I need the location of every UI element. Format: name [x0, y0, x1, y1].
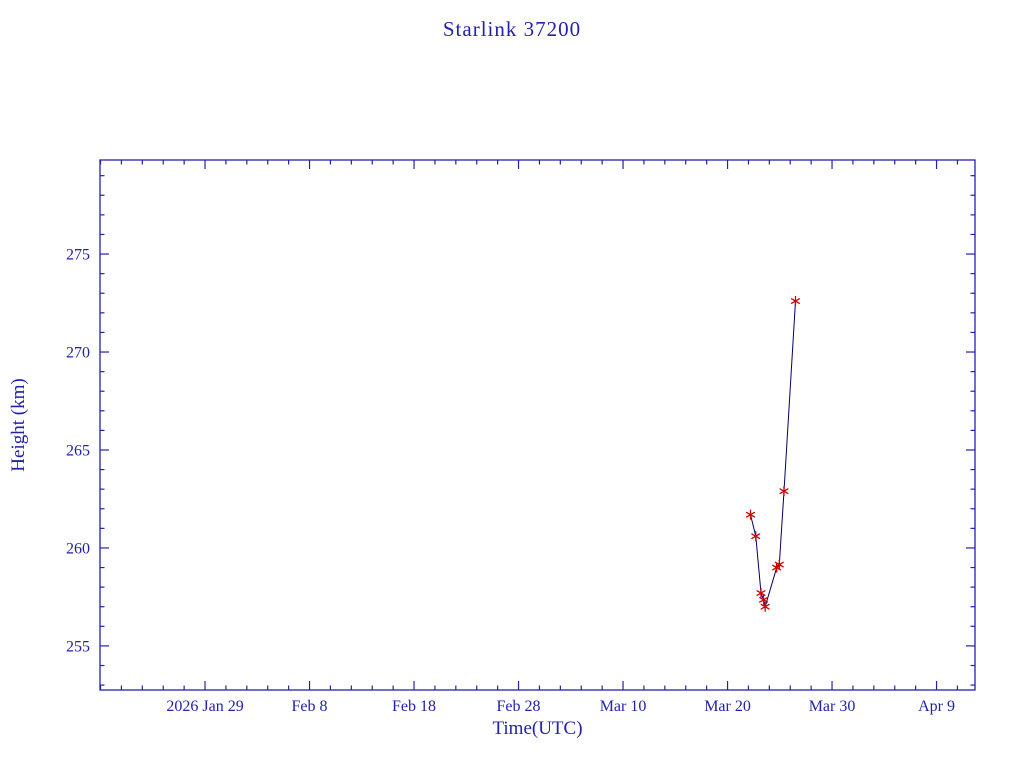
- data-point-marker: [779, 488, 789, 495]
- y-tick-label: 275: [66, 247, 90, 264]
- x-tick-label: Mar 20: [704, 698, 751, 715]
- plot-frame: [99, 159, 976, 691]
- data-point-marker: [751, 533, 761, 540]
- chart-title: Starlink 37200: [442, 17, 582, 41]
- data-point-marker: [774, 561, 784, 568]
- x-tick-label: Apr 9: [918, 698, 955, 715]
- data-point-marker: [790, 298, 801, 304]
- y-tick-label: 260: [66, 540, 90, 557]
- y-tick-label: 255: [66, 638, 90, 655]
- y-tick-label: 265: [66, 442, 90, 459]
- x-tick-label: Feb 8: [292, 698, 328, 715]
- x-tick-label: Feb 28: [497, 698, 541, 715]
- x-tick-label: Mar 10: [600, 698, 647, 715]
- x-tick-label: Feb 18: [392, 698, 436, 715]
- data-point-marker: [756, 590, 766, 596]
- data-point-marker: [760, 603, 770, 610]
- height-series-line: [750, 301, 796, 609]
- y-tick-label: 270: [66, 345, 90, 362]
- data-point-marker: [745, 511, 756, 518]
- x-axis-label: Time(UTC): [492, 718, 583, 739]
- x-tick-label: 2026 Jan 29: [166, 698, 243, 715]
- data-point-marker: [759, 596, 769, 603]
- x-tick-label: Mar 30: [809, 698, 856, 715]
